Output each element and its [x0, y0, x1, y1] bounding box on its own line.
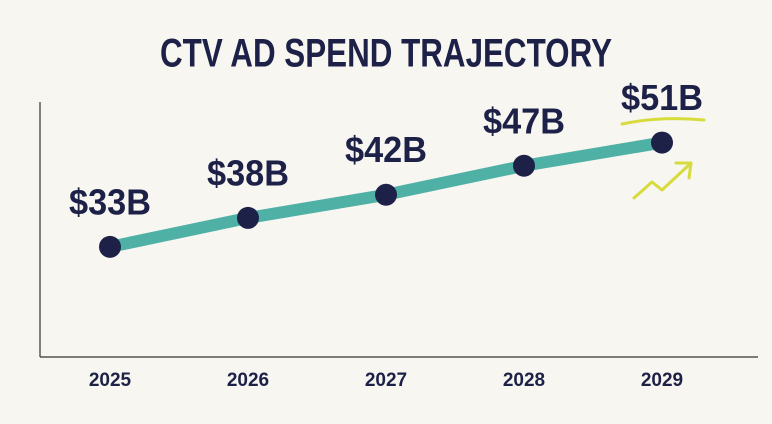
growth-arrow	[632, 161, 693, 200]
point	[651, 131, 673, 154]
value-label: $42B	[345, 129, 427, 170]
x-tick-label: 2026	[227, 370, 269, 391]
value-label: $51B	[621, 77, 703, 118]
x-tick-label: 2029	[641, 370, 683, 391]
highlight-underline	[620, 117, 706, 126]
x-tick-label: 2028	[503, 370, 545, 391]
x-tick-label: 2025	[89, 370, 132, 391]
chart-title: CTV AD SPEND TRAJECTORY	[160, 32, 612, 76]
point	[99, 235, 121, 258]
value-label: $33B	[69, 181, 151, 222]
value-label: $47B	[483, 100, 565, 141]
x-tick-label: 2027	[365, 370, 407, 391]
point	[237, 206, 259, 229]
value-label: $38B	[207, 152, 289, 193]
point	[375, 183, 397, 206]
point	[513, 154, 535, 177]
